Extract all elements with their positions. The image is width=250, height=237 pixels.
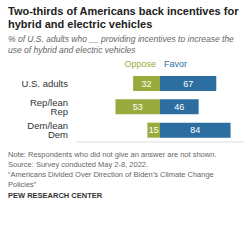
svg-text:67: 67 bbox=[183, 79, 193, 89]
html-text:Note: Respondents who did not: Note: Respondents who did not give an an… bbox=[8, 150, 217, 159]
svg-text:Dem/leanDem: Dem/leanDem bbox=[27, 120, 68, 141]
svg-text:53: 53 bbox=[133, 102, 143, 112]
svg-text:15: 15 bbox=[149, 125, 159, 135]
html-text:% of U.S. adults who __ provid: % of U.S. adults who __ providing incent… bbox=[8, 34, 234, 55]
svg-text:32: 32 bbox=[142, 79, 152, 89]
html-text:Favor: Favor bbox=[164, 59, 187, 69]
svg-text:U.S. adults: U.S. adults bbox=[22, 78, 69, 89]
svg-text:46: 46 bbox=[174, 102, 184, 112]
html-text:PEW RESEARCH CENTER: PEW RESEARCH CENTER bbox=[8, 191, 103, 200]
html-text:Source: Survey conducted May 2: Source: Survey conducted May 2-8, 2022. bbox=[8, 160, 149, 169]
html-text:Two-thirds of Americans back i: Two-thirds of Americans back incentives … bbox=[8, 5, 239, 30]
html-text:“Americans Divided Over Direct: “Americans Divided Over Direction of Bid… bbox=[8, 170, 214, 189]
svg-text:Rep/leanRep: Rep/leanRep bbox=[30, 97, 68, 118]
html-text:Oppose: Oppose bbox=[124, 59, 156, 69]
svg-text:84: 84 bbox=[190, 125, 200, 135]
